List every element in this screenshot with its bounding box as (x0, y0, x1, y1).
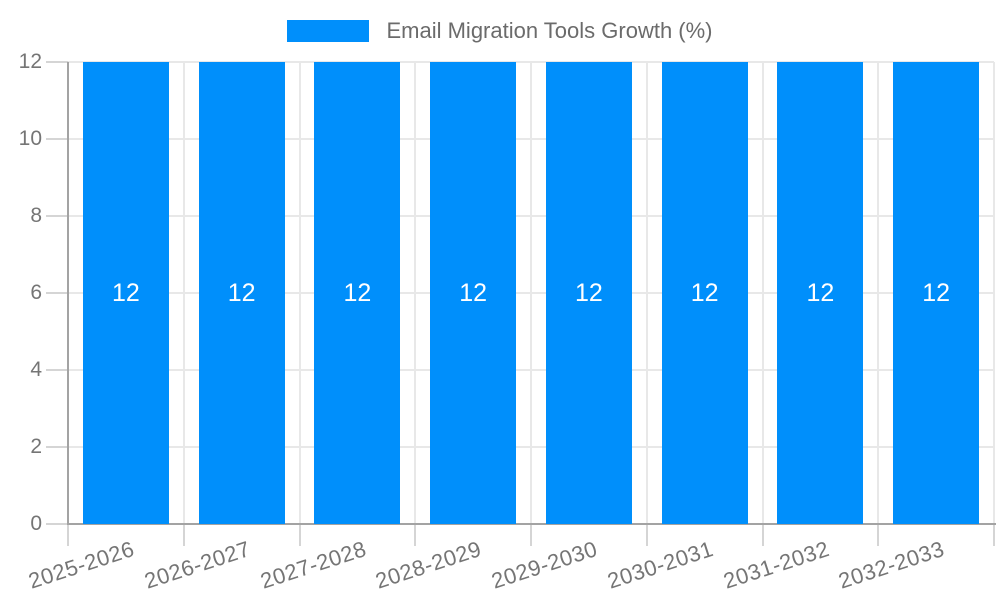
x-gridline (877, 62, 880, 524)
x-tick-label: 2028-2029 (372, 536, 485, 594)
x-tick (761, 524, 764, 546)
bar-value-label: 12 (459, 278, 488, 307)
y-axis-line (67, 62, 69, 524)
x-axis-line (67, 523, 996, 525)
bar[interactable]: 12 (198, 62, 285, 524)
x-gridline (761, 62, 764, 524)
x-tick-label: 2026-2027 (141, 536, 254, 594)
y-tick-label: 6 (30, 281, 42, 304)
bar[interactable]: 12 (314, 62, 401, 524)
y-tick-label: 12 (18, 50, 42, 73)
x-gridline (298, 62, 301, 524)
y-tick (46, 523, 68, 525)
bar-value-label: 12 (111, 278, 140, 307)
y-tick (46, 292, 68, 294)
x-tick (414, 524, 417, 546)
bar[interactable]: 12 (82, 62, 169, 524)
x-tick-label: 2032-2033 (835, 536, 948, 594)
x-tick (182, 524, 185, 546)
y-tick-label: 0 (30, 512, 42, 535)
bar-value-label: 12 (806, 278, 835, 307)
y-tick-label: 10 (18, 127, 42, 150)
x-tick (67, 524, 69, 546)
y-tick (46, 369, 68, 371)
x-tick-label: 2029-2030 (488, 536, 601, 594)
y-tick (46, 215, 68, 217)
y-tick-label: 8 (30, 204, 42, 227)
x-tick-label: 2025-2026 (25, 536, 138, 594)
y-tick-label: 4 (30, 358, 42, 381)
x-tick-label: 2027-2028 (257, 536, 370, 594)
bar[interactable]: 12 (545, 62, 632, 524)
x-tick-label: 2030-2031 (604, 536, 717, 594)
x-gridline (414, 62, 417, 524)
x-tick (298, 524, 301, 546)
bar-value-label: 12 (227, 278, 256, 307)
y-tick (46, 446, 68, 448)
bar-value-label: 12 (343, 278, 372, 307)
x-tick-label: 2031-2032 (720, 536, 833, 594)
bar[interactable]: 12 (777, 62, 864, 524)
bar[interactable]: 12 (661, 62, 748, 524)
bar[interactable]: 12 (430, 62, 517, 524)
legend-label: Email Migration Tools Growth (%) (386, 18, 713, 43)
bar[interactable]: 12 (893, 62, 980, 524)
x-tick (645, 524, 648, 546)
bar-value-label: 12 (574, 278, 603, 307)
y-tick (46, 138, 68, 140)
x-tick (530, 524, 532, 546)
legend-marker-swatch (287, 20, 370, 42)
bar-value-label: 12 (922, 278, 951, 307)
legend: Email Migration Tools Growth (%) (0, 18, 1000, 44)
x-gridline (645, 62, 648, 524)
x-gridline (182, 62, 185, 524)
x-tick (993, 524, 995, 546)
y-tick (46, 61, 68, 63)
bar-value-label: 12 (690, 278, 719, 307)
x-gridline (993, 62, 995, 524)
legend-item[interactable]: Email Migration Tools Growth (%) (287, 18, 713, 44)
x-tick (877, 524, 880, 546)
x-gridline (530, 62, 532, 524)
plot-area: 0 2 4 6 8 10 12 12 2025-2026 12 2026-2027 12 2027-20… (19, 50, 996, 594)
y-tick-label: 2 (30, 435, 42, 458)
